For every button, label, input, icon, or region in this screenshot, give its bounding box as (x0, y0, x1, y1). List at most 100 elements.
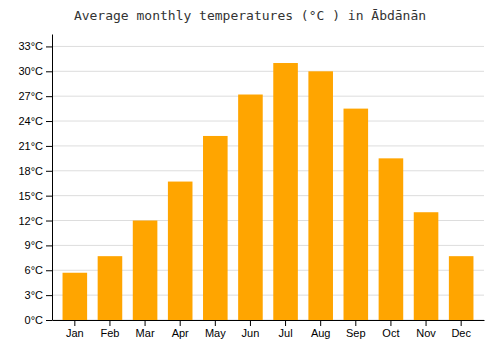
tick-label: 30°C (18, 65, 43, 77)
tick-label: 9°C (25, 239, 44, 251)
bar (168, 182, 193, 320)
tick-label: 3°C (25, 289, 44, 301)
tick-mark (285, 320, 286, 326)
tick-label: 15°C (18, 190, 43, 202)
tick: Feb (100, 320, 119, 339)
tick: Apr (172, 320, 189, 339)
y-axis: 0°C 3°C 6°C 9°C 12°C 15°C 18°C 21°C 24°C 27°C 30°C… (18, 35, 52, 327)
tick-mark (74, 320, 75, 326)
tick-mark (320, 320, 321, 326)
axis-line (52, 35, 53, 321)
tick-mark (46, 146, 52, 147)
tick: Sep (346, 320, 366, 339)
axis-line (53, 320, 485, 321)
tick-label: 6°C (25, 264, 44, 276)
plot: 0°C 3°C 6°C 9°C 12°C 15°C 18°C 21°C 24°C 27°C 30°C… (18, 35, 484, 339)
tick: Dec (451, 320, 471, 339)
bar (273, 63, 298, 320)
bar (414, 212, 439, 320)
tick-label: Sep (346, 327, 366, 339)
tick-mark (46, 71, 52, 72)
bar (344, 109, 369, 320)
grid-line (52, 145, 484, 146)
bar (308, 71, 333, 320)
tick-label: 24°C (18, 115, 43, 127)
tick-label: Aug (311, 327, 331, 339)
tick-mark (46, 245, 52, 246)
tick: Jan (66, 320, 84, 339)
tick-label: 12°C (18, 215, 43, 227)
tick: 15°C (18, 190, 52, 202)
tick-mark (46, 46, 52, 47)
grid-line (52, 46, 484, 47)
tick: 6°C (25, 264, 52, 276)
tick-mark (46, 121, 52, 122)
tick: 27°C (18, 90, 52, 102)
tick-mark (46, 270, 52, 271)
tick-label: Apr (172, 327, 189, 339)
tick-label: 18°C (18, 165, 43, 177)
bars (63, 63, 474, 320)
tick-mark (145, 320, 146, 326)
tick-mark (461, 320, 462, 326)
tick: 18°C (18, 165, 52, 177)
tick: 21°C (18, 140, 52, 152)
tick-mark (215, 320, 216, 326)
grid-line (52, 195, 484, 196)
tick-label: Feb (100, 327, 119, 339)
tick-mark (46, 171, 52, 172)
tick: May (205, 320, 226, 339)
tick-label: Oct (382, 327, 399, 339)
tick-mark (426, 320, 427, 326)
grid-line (52, 121, 484, 122)
x-axis: Jan Feb Mar Apr May Jun Jul Aug Sep Oct Nov Dec (53, 320, 485, 339)
tick-mark (109, 320, 110, 326)
chart: Average monthly temperatures (°C ) in Āb… (0, 0, 500, 350)
tick-mark (390, 320, 391, 326)
grid-line (52, 170, 484, 171)
tick-label: Nov (416, 327, 436, 339)
tick-mark (355, 320, 356, 326)
tick: 33°C (18, 40, 52, 52)
tick-mark (180, 320, 181, 326)
tick: Aug (311, 320, 331, 339)
tick: Mar (136, 320, 155, 339)
tick: Oct (382, 320, 399, 339)
grid (52, 46, 484, 320)
tick: 12°C (18, 215, 52, 227)
tick-label: 33°C (18, 40, 43, 52)
tick-label: Jan (66, 327, 84, 339)
bar (203, 136, 228, 320)
tick: Nov (416, 320, 436, 339)
bar (98, 256, 123, 320)
tick-mark (46, 196, 52, 197)
tick-mark (46, 295, 52, 296)
tick-label: 0°C (25, 314, 44, 326)
tick-label: 27°C (18, 90, 43, 102)
tick-label: Jun (242, 327, 260, 339)
tick-label: May (205, 327, 226, 339)
tick: 3°C (25, 289, 52, 301)
tick-label: Dec (451, 327, 471, 339)
grid-line (52, 71, 484, 72)
tick: 9°C (25, 239, 52, 251)
tick-label: 21°C (18, 140, 43, 152)
bar (63, 273, 88, 320)
tick: 30°C (18, 65, 52, 77)
tick-label: Jul (279, 327, 293, 339)
tick-label: Mar (136, 327, 155, 339)
tick-mark (250, 320, 251, 326)
tick-mark (46, 96, 52, 97)
tick: Jul (279, 320, 293, 339)
bar (379, 158, 404, 320)
tick-mark (46, 221, 52, 222)
tick-mark (46, 320, 52, 321)
tick: Jun (242, 320, 260, 339)
bar (449, 256, 474, 320)
title: Average monthly temperatures (°C ) in Āb… (74, 8, 426, 23)
grid-line (52, 96, 484, 97)
bar (133, 221, 158, 320)
bar (238, 95, 263, 320)
tick: 0°C (25, 314, 52, 326)
tick: 24°C (18, 115, 52, 127)
